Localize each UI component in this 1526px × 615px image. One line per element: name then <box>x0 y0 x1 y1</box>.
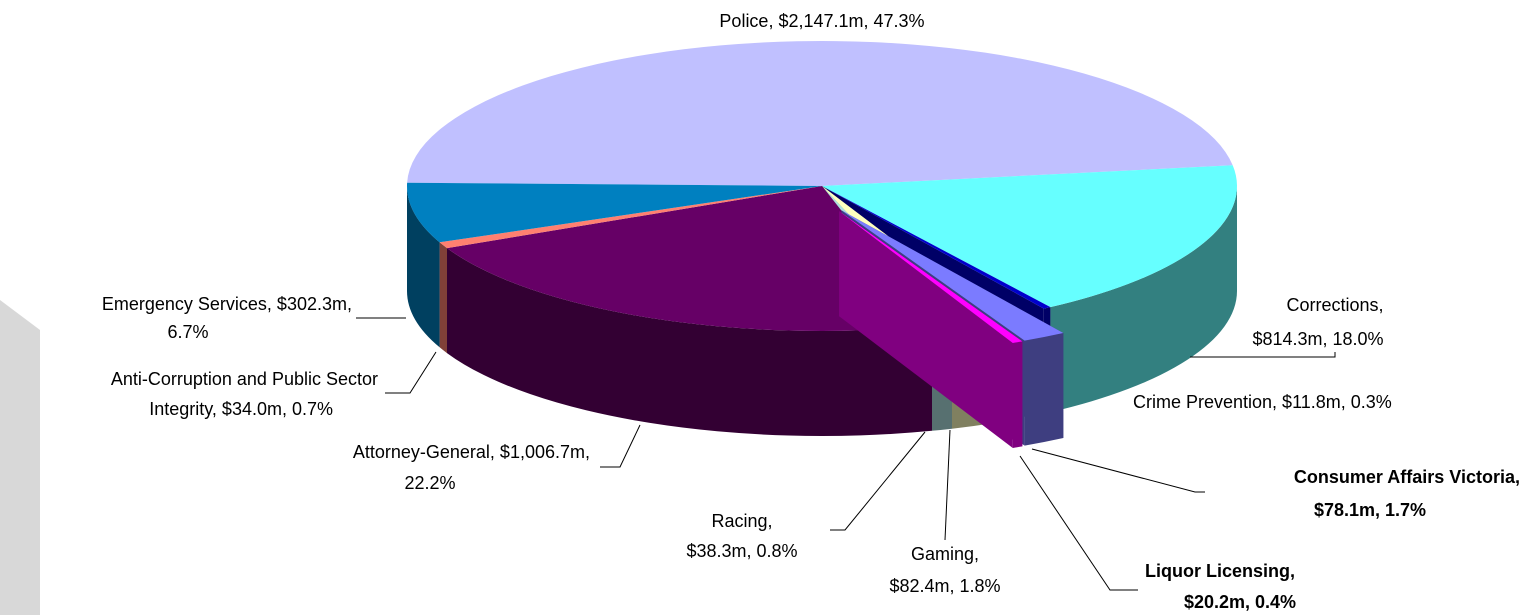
slice-side <box>439 242 447 354</box>
data-label: Racing, <box>711 511 772 531</box>
slice <box>839 211 1023 343</box>
leader-line <box>944 429 951 541</box>
slice-side <box>1050 186 1237 413</box>
slice-side <box>1012 341 1023 448</box>
slice <box>822 186 1051 309</box>
slice-side <box>407 186 440 348</box>
slice <box>447 186 932 331</box>
data-label: Consumer Affairs Victoria, <box>1294 467 1520 487</box>
data-label: $78.1m, 1.7% <box>1314 500 1426 520</box>
leader-line <box>830 431 926 531</box>
data-label: Corrections, <box>1286 295 1383 315</box>
data-label: $20.2m, 0.4% <box>1184 592 1296 612</box>
slice-side <box>447 248 932 436</box>
data-label: $82.4m, 1.8% <box>889 576 1000 596</box>
leader-line <box>1019 455 1138 591</box>
slice <box>439 186 822 249</box>
data-label: Integrity, $34.0m, 0.7% <box>149 399 333 419</box>
slice-face <box>839 211 1013 448</box>
slice <box>841 210 1064 341</box>
data-label: Crime Prevention, $11.8m, 0.3% <box>1133 392 1392 412</box>
data-label: Gaming, <box>911 544 979 564</box>
data-label: $814.3m, 18.0% <box>1252 329 1383 349</box>
data-label: 6.7% <box>167 322 208 342</box>
leader-line <box>600 424 641 468</box>
data-label: $38.3m, 0.8% <box>686 541 797 561</box>
data-label: Police, $2,147.1m, 47.3% <box>719 11 924 31</box>
leader-line <box>1031 448 1205 493</box>
pie <box>406 41 1238 448</box>
leader-line <box>1190 352 1336 358</box>
leader-line <box>385 351 437 394</box>
decoration <box>0 300 40 615</box>
data-label: Liquor Licensing, <box>1145 561 1295 581</box>
slice-side <box>1024 333 1064 446</box>
slice <box>407 41 1233 187</box>
data-label: 22.2% <box>404 473 455 493</box>
slice <box>406 182 822 243</box>
slice <box>822 165 1238 308</box>
labels: Police, $2,147.1m, 47.3% Corrections, $814… <box>102 11 1520 612</box>
data-label: Attorney-General, $1,006.7m, <box>353 442 590 462</box>
data-label: Anti-Corruption and Public Sector <box>111 369 378 389</box>
data-label: Emergency Services, $302.3m, <box>102 294 352 314</box>
